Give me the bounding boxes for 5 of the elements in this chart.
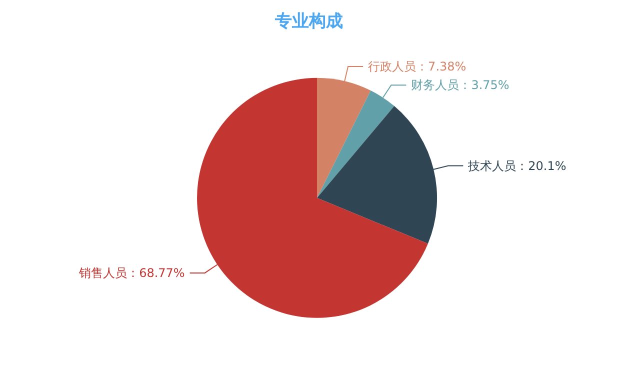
slice-label: 财务人员：3.75% [411, 78, 510, 92]
slice-label: 销售人员：68.77% [78, 266, 185, 280]
slice-label: 技术人员：20.1% [467, 158, 566, 173]
chart-title: 专业构成 [274, 12, 343, 32]
slice-label: 行政人员：7.38% [368, 59, 466, 74]
